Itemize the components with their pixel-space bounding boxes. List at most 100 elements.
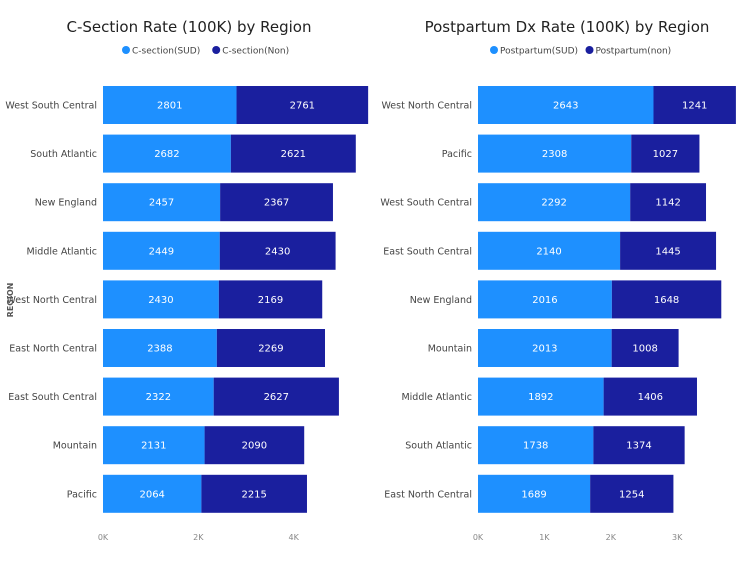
bar-segment[interactable] <box>201 474 307 513</box>
category-label: Middle Atlantic <box>401 392 472 403</box>
bar-segment[interactable] <box>213 377 339 416</box>
category-label: East South Central <box>383 246 472 257</box>
bar-row: West South Central 2801 2761 <box>5 86 369 124</box>
bar-row: Middle Atlantic 2449 2430 <box>26 231 336 270</box>
data-label: 1648 <box>654 295 679 306</box>
bar-segment[interactable] <box>611 329 679 367</box>
legend-marker <box>490 46 498 54</box>
bar-segment[interactable] <box>478 134 632 173</box>
bar-row: Middle Atlantic 1892 1406 <box>401 377 697 416</box>
bar-row: West North Central 2430 2169 <box>6 280 323 319</box>
bar-segment[interactable] <box>653 86 736 124</box>
bar-row: East South Central 2140 1445 <box>383 231 717 270</box>
bar-segment[interactable] <box>478 183 631 222</box>
bar-segment[interactable] <box>103 377 214 416</box>
chart-title: Postpartum Dx Rate (100K) by Region <box>425 18 710 36</box>
category-label: West North Central <box>6 295 97 306</box>
bar-row: Mountain 2013 1008 <box>428 329 679 367</box>
legend-item[interactable]: C-section(Non) <box>212 46 289 57</box>
bar-segment[interactable] <box>478 280 612 319</box>
bar-segment[interactable] <box>603 377 697 416</box>
data-label: 2140 <box>536 246 561 257</box>
bar-segment[interactable] <box>103 329 217 367</box>
category-label: Mountain <box>428 344 472 355</box>
legend-item[interactable]: Postpartum(SUD) <box>490 46 578 57</box>
data-label: 2643 <box>553 101 578 112</box>
x-tick-label: 1K <box>539 533 550 542</box>
bar-row: Mountain 2131 2090 <box>53 426 305 465</box>
bar-segment[interactable] <box>220 183 333 222</box>
bar-segment[interactable] <box>103 134 231 173</box>
category-label: Middle Atlantic <box>26 246 97 257</box>
bar-segment[interactable] <box>611 280 722 319</box>
bar-row: New England 2016 1648 <box>410 280 722 319</box>
data-label: 2430 <box>148 295 173 306</box>
bar-segment[interactable] <box>218 280 323 319</box>
bar-segment[interactable] <box>219 231 336 270</box>
data-label: 2801 <box>157 101 182 112</box>
bar-segment[interactable] <box>478 426 594 465</box>
category-label: West South Central <box>380 198 472 209</box>
data-label: 2016 <box>532 295 557 306</box>
data-label: 2367 <box>264 198 289 209</box>
data-label: 1892 <box>528 392 553 403</box>
bar-row: East North Central 1689 1254 <box>384 474 674 513</box>
bar-segment[interactable] <box>630 183 707 222</box>
bar-row: West North Central 2643 1241 <box>381 86 736 124</box>
x-tick-label: 0K <box>98 533 109 542</box>
legend-item[interactable]: Postpartum(non) <box>585 46 672 57</box>
data-label: 2761 <box>290 101 315 112</box>
legend-item[interactable]: C-section(SUD) <box>122 46 200 57</box>
data-label: 2430 <box>265 246 290 257</box>
data-label: 2292 <box>541 198 566 209</box>
bar-row: West South Central 2292 1142 <box>380 183 707 222</box>
data-label: 2215 <box>241 489 266 500</box>
bar-segment[interactable] <box>103 231 220 270</box>
bar-segment[interactable] <box>230 134 356 173</box>
data-label: 1445 <box>655 246 680 257</box>
bar-segment[interactable] <box>593 426 685 465</box>
bar-segment[interactable] <box>631 134 700 173</box>
chart-title: C-Section Rate (100K) by Region <box>66 18 311 36</box>
category-label: East North Central <box>9 344 97 355</box>
y-axis-title: REGION <box>6 283 15 318</box>
bar-segment[interactable] <box>478 474 591 513</box>
category-label: South Atlantic <box>30 149 97 160</box>
bar-segment[interactable] <box>236 86 369 124</box>
x-tick-label: 0K <box>473 533 484 542</box>
bar-segment[interactable] <box>590 474 674 513</box>
data-label: 2449 <box>149 246 174 257</box>
data-label: 2169 <box>258 295 283 306</box>
bar-segment[interactable] <box>103 183 221 222</box>
bar-segment[interactable] <box>478 231 621 270</box>
bar-row: South Atlantic 2682 2621 <box>30 134 356 173</box>
legend-label: C-section(SUD) <box>132 47 200 57</box>
chart-panel-2: Postpartum Dx Rate (100K) by Region Postp… <box>380 18 736 542</box>
data-label: 1406 <box>638 392 663 403</box>
bar-segment[interactable] <box>620 231 717 270</box>
bar-segment[interactable] <box>103 86 237 124</box>
bar-segment[interactable] <box>204 426 305 465</box>
bar-segment[interactable] <box>103 474 202 513</box>
data-label: 2621 <box>281 149 306 160</box>
bar-segment[interactable] <box>478 377 604 416</box>
bar-row: East South Central 2322 2627 <box>8 377 339 416</box>
bar-segment[interactable] <box>478 329 612 367</box>
data-label: 1241 <box>682 101 707 112</box>
bar-row: East North Central 2388 2269 <box>9 329 325 367</box>
data-label: 2013 <box>532 344 557 355</box>
category-label: New England <box>410 295 472 306</box>
bar-segment[interactable] <box>103 280 219 319</box>
x-tick-label: 2K <box>606 533 617 542</box>
data-label: 2308 <box>542 149 567 160</box>
bar-segment[interactable] <box>478 86 654 124</box>
data-label: 2388 <box>147 344 172 355</box>
bar-segment[interactable] <box>216 329 325 367</box>
bar-segment[interactable] <box>103 426 205 465</box>
data-label: 1738 <box>523 441 548 452</box>
legend-label: Postpartum(SUD) <box>500 47 578 57</box>
data-label: 2064 <box>139 489 164 500</box>
data-label: 1142 <box>655 198 680 209</box>
